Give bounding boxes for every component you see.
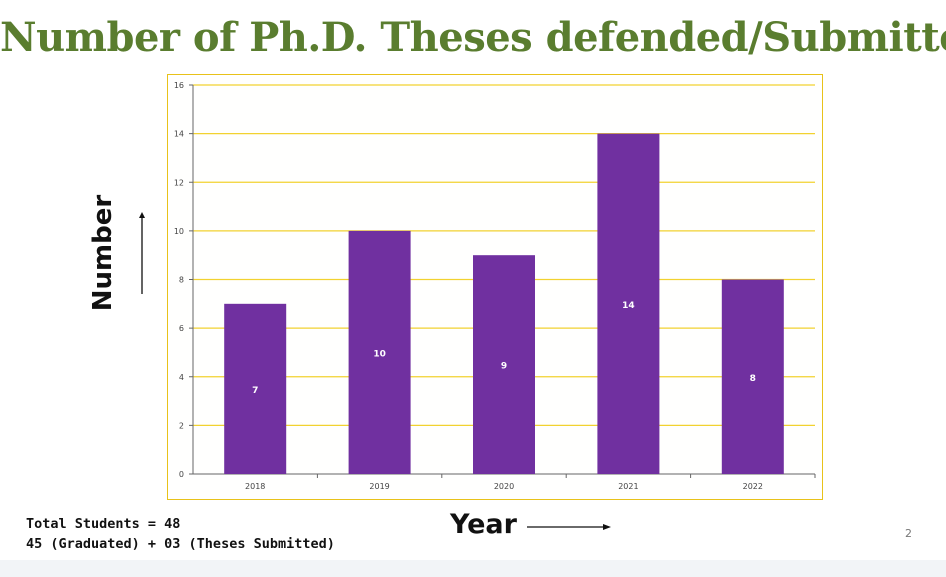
bar-2018 bbox=[224, 303, 287, 474]
y-tick-label: 0 bbox=[179, 470, 184, 479]
x-axis-label: Year bbox=[450, 509, 517, 540]
bar-2021 bbox=[597, 133, 660, 474]
bar-chart: 0 2 4 6 8 10 12 14 16 7 2018 10 2019 9 2020 14 2021 8 2022 bbox=[174, 81, 816, 491]
x-tick-label-2019: 2019 bbox=[369, 482, 389, 491]
slide: Number of Ph.D. Theses defended/Submitte… bbox=[0, 14, 946, 554]
up-arrow-icon bbox=[139, 212, 145, 294]
y-axis-label: Number bbox=[88, 194, 118, 312]
data-label-2022: 8 bbox=[750, 374, 756, 384]
x-tick-label-2020: 2020 bbox=[494, 482, 514, 491]
notes-total: Total Students = 48 bbox=[26, 516, 181, 532]
y-tick-label: 8 bbox=[179, 276, 184, 285]
notes-breakdown: 45 (Graduated) + 03 (Theses Submitted) bbox=[26, 536, 335, 552]
x-tick-label-2021: 2021 bbox=[618, 482, 638, 491]
bottom-strip bbox=[0, 560, 946, 577]
y-tick-label: 4 bbox=[179, 373, 184, 382]
data-label-2020: 9 bbox=[501, 362, 507, 372]
y-tick-label: 10 bbox=[174, 227, 184, 236]
x-tick-label-2018: 2018 bbox=[245, 482, 265, 491]
slide-title: Number of Ph.D. Theses defended/Submitte… bbox=[0, 14, 946, 61]
notes: Total Students = 48 45 (Graduated) + 03 … bbox=[26, 514, 335, 554]
x-tick-label-2022: 2022 bbox=[743, 482, 763, 491]
bar-2022 bbox=[721, 279, 784, 474]
y-tick-label: 2 bbox=[179, 421, 184, 430]
bar-2020 bbox=[473, 255, 535, 474]
data-label-2018: 7 bbox=[252, 386, 258, 396]
y-tick-label: 16 bbox=[174, 81, 184, 90]
y-tick-label: 14 bbox=[174, 130, 184, 139]
data-label-2019: 10 bbox=[373, 349, 386, 359]
page-number: 2 bbox=[905, 527, 912, 540]
y-tick-label: 6 bbox=[179, 324, 184, 333]
data-label-2021: 14 bbox=[622, 301, 635, 311]
bar-2019 bbox=[348, 230, 411, 474]
y-tick-label: 12 bbox=[174, 178, 184, 187]
right-arrow-icon bbox=[527, 524, 611, 530]
